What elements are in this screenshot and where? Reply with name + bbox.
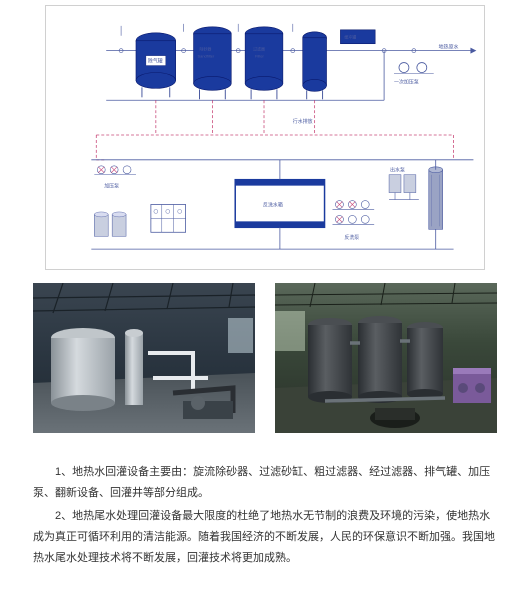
svg-text:一次加压泵: 一次加压泵 — [394, 78, 419, 85]
control-panel — [151, 204, 186, 232]
svg-text:除砂器: 除砂器 — [199, 47, 211, 52]
pump-cluster-bottom — [332, 201, 374, 225]
label-source: 地热原水 — [439, 44, 459, 51]
pump-cluster-left — [94, 166, 136, 175]
diagram-svg: 地热原水 除气罐 除砂器 Sandfilter — [46, 6, 484, 269]
paragraph-1: 1、地热水回灌设备主要由：旋流除砂器、过滤砂缸、粗过滤器、经过滤器、排气罐、加压… — [33, 462, 497, 504]
tank-filter: 过滤器 Filter — [245, 27, 283, 99]
tank-sandfilter: 除砂器 Sandfilter — [194, 27, 232, 99]
tank-slim: 缓冲罐 — [303, 30, 375, 99]
svg-text:Sandfilter: Sandfilter — [198, 54, 215, 59]
tank-degasser: 除气罐 — [136, 33, 176, 98]
svg-text:反洗泵: 反洗泵 — [344, 234, 359, 241]
side-tanks — [389, 175, 419, 200]
photo-right — [275, 283, 497, 433]
photos-row — [33, 283, 497, 433]
svg-text:过滤器: 过滤器 — [253, 47, 265, 52]
svg-text:行水排放: 行水排放 — [293, 118, 313, 125]
svg-text:除气罐: 除气罐 — [148, 58, 163, 65]
paragraph-2: 2、地热尾水处理回灌设备最大限度的杜绝了地热水无节制的浪费及环境的污染，使地热水… — [33, 506, 497, 569]
description-text: 1、地热水回灌设备主要由：旋流除砂器、过滤砂缸、粗过滤器、经过滤器、排气罐、加压… — [33, 462, 497, 570]
backwash-tank: 反洗水箱 — [235, 180, 324, 228]
pump-primary — [394, 63, 434, 74]
photo-left — [33, 283, 255, 433]
svg-text:反洗水箱: 反洗水箱 — [263, 201, 283, 208]
svg-text:Filter: Filter — [255, 54, 264, 59]
process-flow-diagram: 地热原水 除气罐 除砂器 Sandfilter — [45, 5, 485, 270]
tall-cylinder — [429, 167, 443, 230]
svg-text:加压泵: 加压泵 — [104, 183, 119, 190]
small-tanks-left — [94, 212, 126, 236]
svg-text:缓冲罐: 缓冲罐 — [344, 35, 356, 40]
svg-text:出水泵: 出水泵 — [390, 167, 405, 174]
